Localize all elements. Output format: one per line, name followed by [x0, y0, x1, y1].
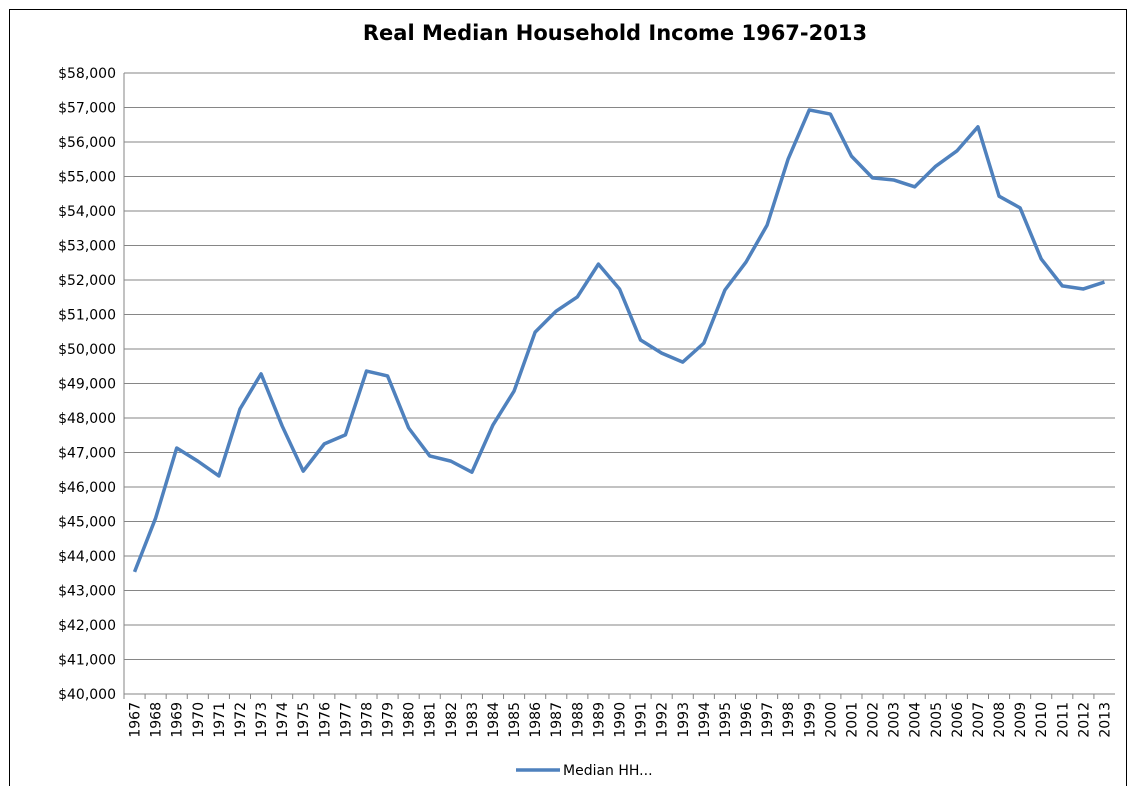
x-tick-label: 1976 — [317, 702, 333, 738]
x-tick-label: 2006 — [950, 702, 966, 738]
y-tick-label: $47,000 — [58, 446, 116, 462]
y-tick-label: $54,000 — [58, 204, 116, 220]
y-tick-label: $49,000 — [58, 377, 116, 393]
chart-title: Real Median Household Income 1967-2013 — [363, 21, 867, 45]
x-tick-label: 1979 — [381, 702, 397, 738]
x-tick-label: 1986 — [528, 702, 544, 738]
x-tick-label: 2002 — [866, 702, 882, 738]
x-tick-label: 1970 — [191, 702, 207, 738]
x-tick-label: 2004 — [908, 702, 924, 738]
x-tick-label: 1971 — [212, 702, 228, 738]
x-tick-label: 2008 — [992, 702, 1008, 738]
x-tick-label: 1977 — [338, 702, 354, 738]
x-tick-label: 2009 — [1013, 702, 1029, 738]
y-tick-label: $52,000 — [58, 273, 116, 289]
x-tick-label: 2003 — [887, 702, 903, 738]
y-tick-label: $51,000 — [58, 308, 116, 324]
x-tick-label: 2005 — [929, 702, 945, 738]
x-tick-label: 1995 — [718, 702, 734, 738]
x-tick-label: 1988 — [570, 702, 586, 738]
x-tick-label: 1972 — [233, 702, 249, 738]
x-tick-label: 1968 — [149, 702, 165, 738]
x-tick-label: 1980 — [402, 702, 418, 738]
x-tick-label: 1989 — [591, 702, 607, 738]
legend-label: Median HH... — [563, 763, 653, 779]
x-tick-label: 1982 — [444, 702, 460, 738]
x-tick-label: 1997 — [760, 702, 776, 738]
x-tick-label: 1975 — [296, 702, 312, 738]
y-tick-label: $58,000 — [58, 66, 116, 82]
x-tick-label: 1969 — [170, 702, 186, 738]
x-tick-label: 1985 — [507, 702, 523, 738]
chart-frame — [9, 9, 1127, 786]
x-tick-label: 2000 — [823, 702, 839, 738]
x-tick-label: 2012 — [1076, 702, 1092, 738]
x-tick-label: 1983 — [465, 702, 481, 738]
x-tick-label: 2010 — [1034, 702, 1050, 738]
y-tick-label: $50,000 — [58, 342, 116, 358]
x-tick-label: 1974 — [275, 702, 291, 738]
y-tick-label: $48,000 — [58, 411, 116, 427]
y-tick-label: $53,000 — [58, 239, 116, 255]
x-tick-label: 1992 — [655, 702, 671, 738]
x-tick-label: 1973 — [254, 702, 270, 738]
y-tick-label: $57,000 — [58, 101, 116, 117]
x-tick-label: 2007 — [971, 702, 987, 738]
y-tick-label: $43,000 — [58, 584, 116, 600]
x-tick-label: 1998 — [781, 702, 797, 738]
x-tick-label: 1994 — [697, 702, 713, 738]
y-tick-label: $55,000 — [58, 170, 116, 186]
x-tick-label: 1987 — [549, 702, 565, 738]
y-tick-label: $45,000 — [58, 515, 116, 531]
y-tick-label: $40,000 — [58, 687, 116, 703]
x-tick-label: 1981 — [423, 702, 439, 738]
x-tick-label: 1967 — [128, 702, 144, 738]
x-tick-label: 1978 — [359, 702, 375, 738]
x-tick-label: 1999 — [802, 702, 818, 738]
x-tick-label: 1996 — [739, 702, 755, 738]
x-tick-label: 1984 — [486, 702, 502, 738]
y-tick-label: $42,000 — [58, 618, 116, 634]
x-tick-label: 2001 — [844, 702, 860, 738]
y-tick-label: $56,000 — [58, 135, 116, 151]
x-tick-label: 2011 — [1055, 702, 1071, 738]
y-tick-label: $44,000 — [58, 549, 116, 565]
x-tick-label: 2013 — [1097, 702, 1113, 738]
x-tick-label: 1991 — [634, 702, 650, 738]
x-tick-label: 1993 — [676, 702, 692, 738]
y-tick-label: $46,000 — [58, 480, 116, 496]
y-tick-label: $41,000 — [58, 653, 116, 669]
x-tick-label: 1990 — [613, 702, 629, 738]
series-line — [132, 108, 1106, 573]
